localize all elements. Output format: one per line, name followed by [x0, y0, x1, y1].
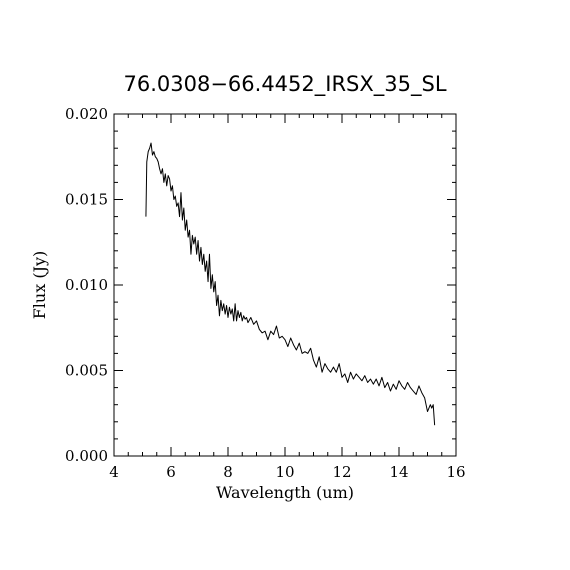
plot-frame [113, 113, 457, 457]
x-tick-label: 12 [332, 463, 351, 481]
x-tick-label: 4 [109, 463, 119, 481]
chart-title: 76.0308−66.4452_IRSX_35_SL [123, 72, 446, 97]
x-axis-label: Wavelength (um) [216, 483, 354, 502]
y-axis-label: Flux (Jy) [30, 251, 49, 320]
x-tick-label: 8 [223, 463, 233, 481]
axis-ticks [113, 113, 457, 457]
y-tick-label: 0.005 [65, 362, 108, 380]
x-tick-label: 14 [389, 463, 408, 481]
spectrum-line [145, 142, 436, 426]
y-tick-label: 0.000 [65, 447, 108, 465]
axis-tick-labels: 4 6 8 10 12 14 16 0.000 0.005 0.010 0.015 0.020 [65, 105, 466, 481]
x-tick-label: 10 [275, 463, 294, 481]
y-tick-label: 0.020 [65, 105, 108, 123]
y-tick-label: 0.010 [65, 276, 108, 294]
x-tick-label: 16 [446, 463, 465, 481]
x-tick-label: 6 [166, 463, 176, 481]
y-tick-label: 0.015 [65, 191, 108, 209]
